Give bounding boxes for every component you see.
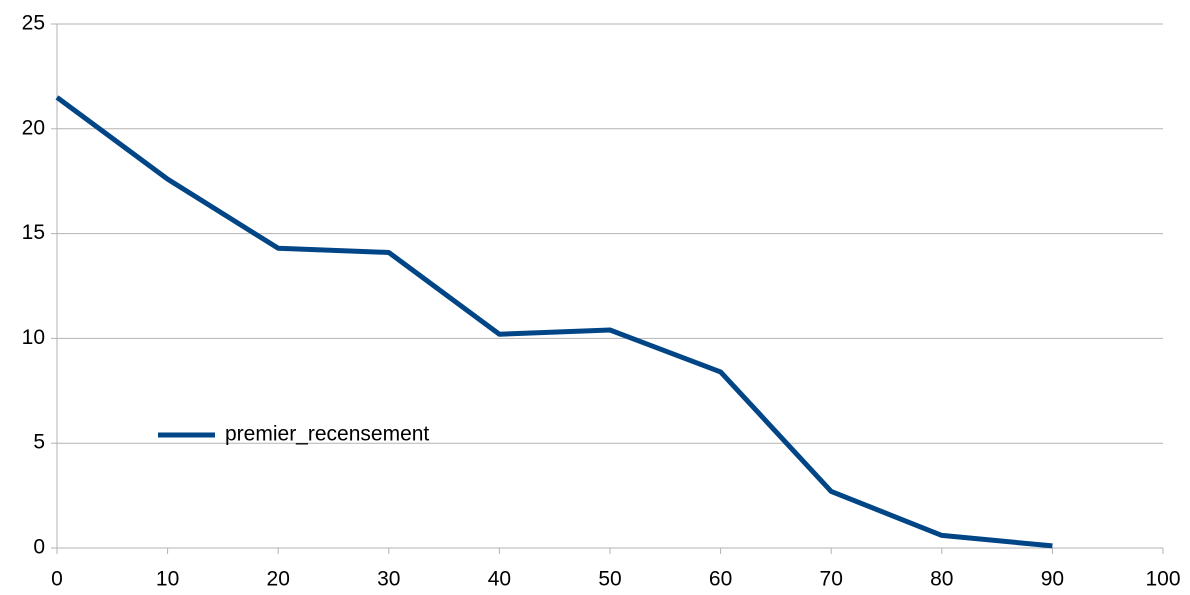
y-tick-label: 5 <box>33 431 45 454</box>
x-tick-label: 40 <box>488 568 511 591</box>
x-tick-label: 100 <box>1145 568 1180 591</box>
line-series <box>55 95 1053 549</box>
x-tick-label: 90 <box>1041 568 1064 591</box>
y-tick-label: 15 <box>22 221 45 244</box>
x-tick-label: 30 <box>377 568 400 591</box>
x-tick-label: 80 <box>930 568 953 591</box>
x-tick-label: 50 <box>598 568 621 591</box>
legend-label: premier_recensement <box>225 423 429 446</box>
y-tick-label: 25 <box>22 12 45 35</box>
x-tick-label: 0 <box>51 568 63 591</box>
x-tick-label: 10 <box>156 568 179 591</box>
x-tick-label: 20 <box>267 568 290 591</box>
y-tick-label: 20 <box>22 116 45 139</box>
y-tick-label: 10 <box>22 326 45 349</box>
x-tick-label: 60 <box>709 568 732 591</box>
x-tick-label: 70 <box>820 568 843 591</box>
y-tick-label: 0 <box>33 536 45 559</box>
